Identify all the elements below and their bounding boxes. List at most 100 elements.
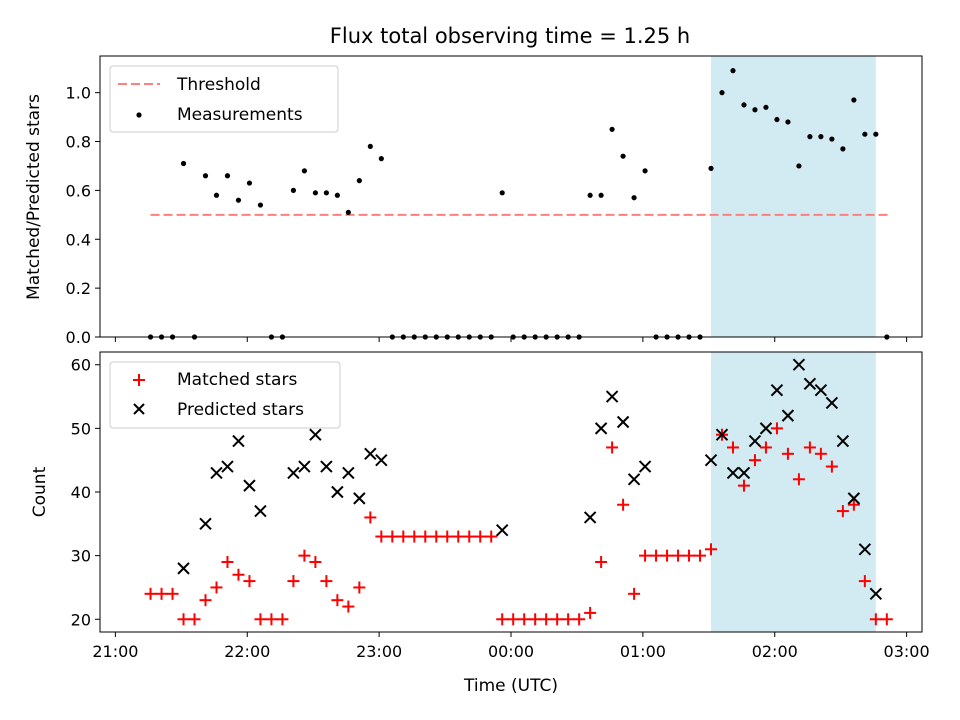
matched-star-point (748, 454, 761, 467)
measurement-point (642, 168, 648, 174)
ratio-legend: Threshold Measurements (109, 65, 339, 133)
measurements-legend-marker (136, 112, 142, 118)
measurement-point (378, 156, 384, 162)
matched-star-point (265, 613, 278, 626)
measurement-point (202, 173, 209, 179)
matched-star-point (562, 613, 575, 626)
matched-star-point (639, 549, 652, 562)
matched-star-point (463, 530, 476, 543)
matched-star-point (441, 530, 454, 543)
matched-star-point (551, 613, 564, 626)
predicted-star-point (342, 466, 355, 480)
x-tick-label: 22:00 (224, 642, 270, 661)
measurement-point (356, 178, 362, 184)
matched-star-point (320, 575, 333, 588)
matched-star-point (276, 613, 289, 626)
predicted-star-point (726, 466, 740, 480)
measurement-point (719, 90, 725, 96)
matched-star-point (419, 530, 432, 543)
matched-star-point (375, 530, 388, 543)
predicted-star-point (331, 485, 344, 499)
predicted-star-point (869, 587, 883, 601)
matched-star-point (858, 575, 871, 588)
y-tick-label: 1.0 (66, 84, 91, 103)
measurement-point (499, 190, 505, 196)
ratio-x-axis (114, 337, 908, 342)
predicted-stars-legend-marker (133, 403, 145, 415)
count-panel: 20 30 40 50 60 21:00 22:00 23:00 00:00 01:00 02:0… (30, 351, 930, 696)
matched-star-point (397, 530, 410, 543)
measurement-point (312, 190, 318, 196)
ratio-panel-highlight-span (711, 56, 876, 337)
measurement-point (246, 180, 253, 186)
measurement-point (741, 102, 747, 108)
y-tick-label: 40 (71, 483, 91, 502)
predicted-star-point (770, 383, 784, 397)
matched-star-point (650, 549, 663, 562)
matched-stars-legend-label: Matched stars (177, 370, 297, 390)
matched-star-point (452, 530, 465, 543)
measurement-point (851, 97, 857, 103)
matched-star-point (199, 594, 212, 607)
y-tick-label: 30 (71, 547, 91, 566)
predicted-star-point (858, 543, 872, 556)
x-tick-label: 02:00 (752, 642, 798, 661)
predicted-star-point (847, 492, 861, 505)
predicted-star-point (496, 523, 509, 537)
matched-star-point (331, 594, 344, 607)
matched-star-point (584, 606, 597, 619)
matched-star-point (188, 613, 201, 626)
matched-star-point (298, 549, 311, 562)
measurement-point (862, 131, 868, 137)
x-tick-label: 21:00 (92, 642, 138, 661)
matched-star-point (529, 613, 542, 626)
predicted-stars-points (177, 358, 883, 601)
measurement-point (763, 104, 769, 110)
measurement-point (587, 192, 593, 198)
measurement-point (708, 165, 714, 171)
matched-star-point (540, 613, 553, 626)
measurement-point (323, 190, 329, 196)
measurement-point (730, 68, 736, 74)
matched-star-point (287, 575, 300, 588)
measurements-legend-label: Measurements (177, 105, 303, 125)
measurement-point (367, 143, 373, 150)
predicted-star-point (638, 460, 652, 473)
matched-star-point (792, 473, 805, 486)
measurement-point (807, 134, 813, 140)
measurement-point (752, 107, 758, 113)
x-tick-label: 00:00 (488, 642, 534, 661)
x-axis-label: Time (UTC) (463, 676, 558, 696)
matched-star-point (694, 549, 707, 562)
count-legend-box (109, 361, 341, 429)
predicted-star-point (825, 396, 839, 410)
predicted-star-point (704, 453, 718, 467)
predicted-star-point (583, 511, 597, 524)
predicted-star-point (737, 466, 751, 480)
y-tick-label: 50 (71, 419, 91, 438)
measurement-point (829, 136, 835, 142)
matched-star-point (759, 441, 772, 454)
predicted-star-point (364, 447, 377, 461)
matched-star-point (825, 460, 838, 473)
measurement-point (345, 209, 351, 215)
measurement-point (796, 163, 802, 169)
matched-star-point (254, 613, 267, 626)
measurement-point (180, 160, 187, 167)
y-tick-label: 0.8 (66, 133, 91, 152)
predicted-star-point (287, 466, 300, 480)
matched-star-point (507, 613, 520, 626)
matched-stars-legend-marker (133, 374, 145, 386)
predicted-star-point (836, 434, 850, 448)
measurement-point (631, 195, 637, 201)
count-x-axis: 21:00 22:00 23:00 00:00 01:00 02:00 03:00 (92, 632, 930, 661)
count-y-axis-label: Count (30, 466, 50, 517)
predicted-star-point (232, 434, 245, 448)
measurement-point (840, 146, 846, 152)
matched-star-point (836, 505, 849, 518)
matched-star-point (518, 613, 531, 626)
matched-star-point (474, 530, 487, 543)
predicted-star-point (243, 479, 256, 492)
measurement-point (301, 168, 308, 174)
